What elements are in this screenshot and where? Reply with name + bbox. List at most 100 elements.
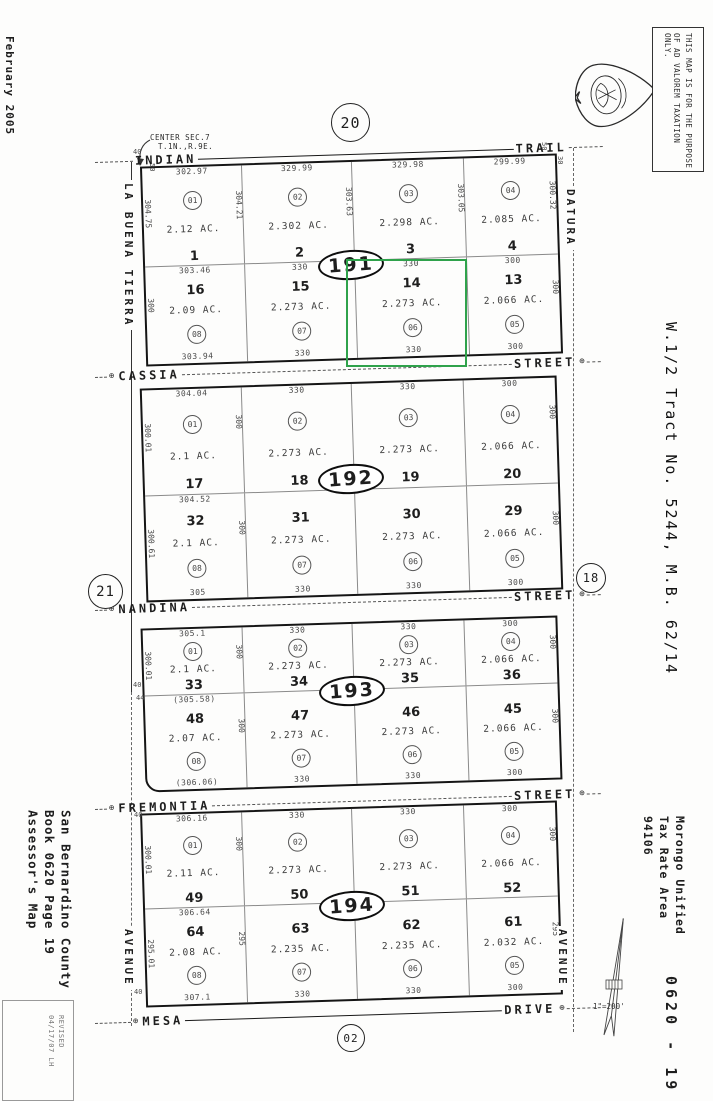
- parcel-52[interactable]: 300 04 2.066 AC. 52 300: [464, 803, 557, 898]
- section-circle-right: 18: [576, 563, 606, 593]
- street-name: MESA: [142, 1013, 184, 1029]
- parcel-number: 4: [507, 238, 518, 254]
- parcel-dimension: 300: [506, 767, 524, 778]
- parcel-50[interactable]: 330 02 2.273 AC. 50: [242, 808, 356, 905]
- edge-tick: 44: [136, 694, 145, 702]
- parcel-dimension-right: 300: [550, 279, 561, 295]
- parcel-acreage: 2.066 AC.: [483, 721, 544, 735]
- parcel-id-circle: 08: [186, 965, 207, 986]
- parcel-dimension: [510, 686, 516, 694]
- parcel-id-circle: 08: [187, 558, 207, 579]
- parcel-dimension: 307.1: [184, 992, 211, 1003]
- parcel-number: 30: [402, 506, 421, 522]
- road-line-east-dashed: [573, 148, 574, 1032]
- parcel-20[interactable]: 300 04 2.066 AC. 20 300: [464, 378, 558, 485]
- parcel-dimension-left: 304.75: [143, 199, 153, 229]
- parcel-16[interactable]: 303.46 16 2.09 AC. 08 303.94 300: [145, 263, 249, 365]
- parcel-number: 15: [291, 279, 310, 295]
- county-seal-icon: [575, 63, 653, 128]
- parcel-dimension: [408, 689, 414, 697]
- parcel-acreage: 2.066 AC.: [481, 439, 542, 453]
- parcel-dimension-left: 300.01: [143, 651, 154, 681]
- parcel-32[interactable]: 304.52 32 2.1 AC. 08 305 300.61 300: [145, 492, 249, 601]
- parcel-dimension: 306.16: [175, 813, 208, 824]
- parcel-acreage: 2.032 AC.: [483, 935, 545, 949]
- parcel-dimension: [297, 492, 303, 500]
- parcel-48[interactable]: (305.58) 48 2.07 AC. 08 (306.06) 300: [144, 693, 248, 791]
- parcel-acreage: 2.273 AC.: [379, 442, 441, 456]
- parcel-acreage: 2.302 AC.: [268, 219, 330, 233]
- parcel-number: 19: [401, 470, 420, 486]
- parcel-dimension-right: 300: [236, 717, 247, 733]
- parcel-number: 18: [290, 473, 309, 490]
- parcel-acreage: 2.066 AC.: [483, 293, 545, 307]
- parcel-number: 33: [184, 677, 204, 694]
- assessor-title-line: San Bernardino County: [58, 810, 74, 990]
- parcel-id-circle: 07: [291, 747, 312, 768]
- parcel-acreage: 2.09 AC.: [169, 304, 224, 317]
- parcel-2[interactable]: 329.99 02 2.302 AC. 2 303.63: [242, 161, 356, 263]
- parcel-49[interactable]: 306.16 01 2.11 AC. 49 300.01 300: [142, 812, 246, 909]
- parcel-number: 63: [291, 920, 310, 937]
- road-line-west-solid: [131, 162, 132, 692]
- parcel-id-circle: 07: [292, 321, 312, 341]
- parcel-id-circle: 03: [399, 635, 419, 655]
- parcel-13[interactable]: 300 13 2.066 AC. 05 300 300: [467, 254, 561, 354]
- parcel-36[interactable]: 300 04 2.066 AC. 36 300: [465, 618, 558, 686]
- parcel-id-circle: 02: [287, 411, 308, 432]
- parcel-dimension: 300: [501, 803, 518, 814]
- monument-icon: ⊕: [108, 370, 115, 382]
- parcel-id-circle: 01: [183, 641, 203, 662]
- parcel-acreage: 2.273 AC.: [381, 529, 443, 543]
- parcel-acreage: 2.12 AC.: [166, 223, 221, 236]
- parcel-1[interactable]: 302.97 01 2.12 AC. 1 304.75 304.21: [142, 165, 246, 266]
- parcel-29[interactable]: 29 2.066 AC. 05 300 300: [467, 483, 561, 590]
- parcel-61[interactable]: 61 2.032 AC. 05 300 295: [467, 896, 561, 995]
- parcel-number: 45: [503, 701, 523, 717]
- parcel-id-circle: 05: [504, 314, 525, 334]
- parcel-id-circle: 03: [398, 183, 419, 204]
- parcel-51[interactable]: 330 03 2.273 AC. 51: [352, 805, 468, 902]
- parcel-number: 48: [185, 711, 205, 727]
- street-type: STREET: [513, 354, 576, 371]
- parcel-dimension-right: 300: [547, 826, 558, 842]
- section-circle-bottom: 02: [337, 1024, 365, 1052]
- parcel-dimension-right: 300: [547, 634, 558, 650]
- parcel-number: 32: [186, 513, 205, 529]
- edge-tick: 40: [134, 811, 143, 819]
- parcel-id-circle: 04: [500, 405, 521, 425]
- parcel-dimension: 329.99: [280, 163, 313, 174]
- parcel-33[interactable]: 305.1 01 2.1 AC. 33 300.01 300: [142, 627, 245, 696]
- parcel-acreage: 2.273 AC.: [270, 728, 332, 742]
- parcel-dimension: 300: [501, 378, 518, 389]
- parcel-dimension-right: 300: [234, 836, 244, 852]
- parcel-dimension-left: 300.01: [143, 844, 153, 875]
- taxation-note-line: THIS MAP IS FOR THE PURPOSE: [684, 33, 693, 169]
- parcel-dimension: [510, 898, 516, 906]
- parcel-31[interactable]: 31 2.273 AC. 07 330: [245, 489, 359, 598]
- parcel-dimension: 330: [293, 774, 311, 784]
- parcel-45[interactable]: 45 2.066 AC. 05 300 300: [467, 684, 561, 781]
- parcel-id-circle: 07: [292, 962, 312, 982]
- selected-parcel-highlight: [346, 259, 467, 367]
- parcel-id-circle: 03: [398, 408, 419, 428]
- parcel-number: 13: [504, 272, 523, 288]
- street-name: FREMONTIA: [118, 798, 211, 816]
- parcel-number: 20: [503, 467, 522, 483]
- parcel-3[interactable]: 329.98 03 2.298 AC. 3 303.05: [352, 158, 468, 260]
- parcel-4[interactable]: 299.99 04 2.085 AC. 4 300.32: [464, 156, 558, 256]
- parcel-acreage: 2.1 AC.: [169, 663, 218, 677]
- parcel-dimension: 306.64: [178, 907, 211, 918]
- parcel-64[interactable]: 306.64 64 2.08 AC. 08 307.1 295.01 295: [145, 905, 249, 1006]
- parcel-acreage: 2.273 AC.: [268, 660, 329, 674]
- parcel-id-circle: 04: [500, 826, 521, 846]
- parcel-dimension: 305.1: [178, 628, 206, 639]
- parcel-acreage: 2.273 AC.: [270, 533, 332, 547]
- street-type: DRIVE: [504, 1001, 556, 1018]
- parcel-number: 62: [402, 917, 421, 933]
- parcel-id-circle: 01: [182, 414, 203, 435]
- parcel-17[interactable]: 304.04 01 2.1 AC. 17 300.01 300: [141, 387, 246, 495]
- parcel-30[interactable]: 30 2.273 AC. 06 330: [355, 485, 471, 594]
- parcel-dimension: 330: [400, 621, 417, 632]
- parcel-number: 52: [502, 880, 522, 896]
